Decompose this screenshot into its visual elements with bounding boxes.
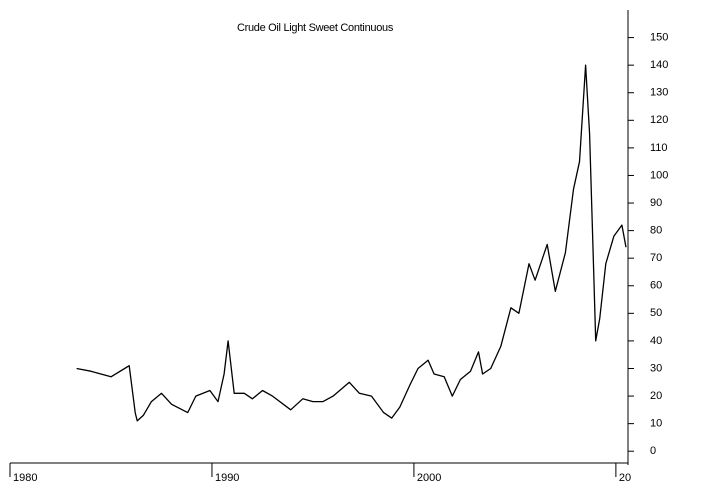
y-tick-label: 70 <box>650 252 662 264</box>
y-tick-label: 110 <box>650 142 668 154</box>
y-tick-label: 150 <box>650 31 668 43</box>
y-tick-label: 20 <box>650 390 662 402</box>
y-tick-label: 90 <box>650 197 662 209</box>
y-tick-label: 130 <box>650 87 668 99</box>
y-tick-label: 120 <box>650 114 668 126</box>
chart-title: Crude Oil Light Sweet Continuous <box>237 22 394 34</box>
y-tick-label: 80 <box>650 225 662 237</box>
price-line <box>76 64 627 422</box>
x-tick-label: 20 <box>619 472 631 484</box>
x-tick-label: 1980 <box>13 472 37 484</box>
y-tick-label: 10 <box>650 418 662 430</box>
y-tick-label: 100 <box>650 169 668 181</box>
x-tick-label: 2000 <box>417 472 441 484</box>
y-tick-label: 30 <box>650 362 662 374</box>
y-tick-label: 40 <box>650 335 662 347</box>
x-tick-label: 1990 <box>215 472 239 484</box>
y-tick-label: 50 <box>650 307 662 319</box>
y-tick-label: 140 <box>650 59 668 71</box>
y-tick-label: 0 <box>650 445 656 457</box>
y-tick-label: 60 <box>650 280 662 292</box>
